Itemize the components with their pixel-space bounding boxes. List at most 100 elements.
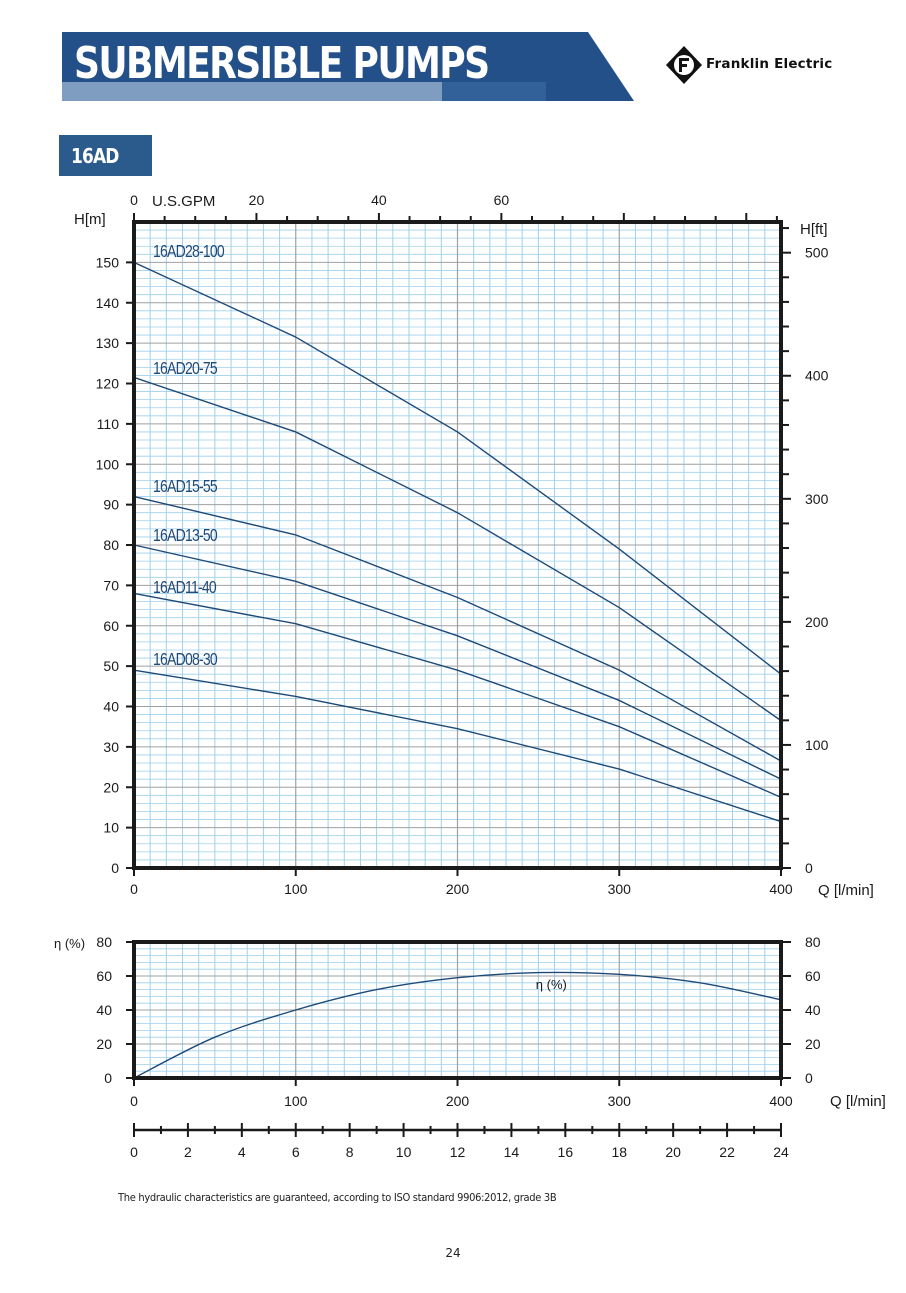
efficiency-curve [133,971,782,1079]
right-tick-label: 40 [805,1002,821,1018]
y-tick-label: 20 [96,1036,112,1052]
scale-tick-label: 10 [396,1144,412,1160]
scale-tick-label: 14 [504,1144,520,1160]
scale-tick-label: 8 [346,1144,354,1160]
efficiency-chart-ticks: 0 20 40 60 80 0 20 40 60 80 0 100 200 300 400 [96,934,820,1109]
brand-name: Franklin Electric [706,56,833,72]
header-band-light [62,82,442,101]
y-tick-label: 90 [103,497,119,513]
curve-16AD11-40 [133,592,782,798]
curve-label-16AD08-30: 16AD08-30 [153,649,218,669]
x-tick-label: 100 [284,1093,308,1109]
curve-16AD08-30 [133,669,782,823]
right-tick-label: 400 [805,368,829,384]
scale-tick-label: 6 [292,1144,300,1160]
head-chart-curves: 16AD28-100 16AD20-75 16AD15-55 16AD13-50 16A… [133,241,782,823]
x-tick-label: 300 [608,881,632,897]
secondary-flow-scale: 0 2 4 6 8 10 12 14 16 18 20 22 24 [130,1123,789,1160]
right-tick-label: 60 [805,968,821,984]
curve-label-16AD28-100: 16AD28-100 [153,241,225,261]
curve-label-16AD11-40: 16AD11-40 [153,577,217,597]
y-tick-label: 0 [104,1070,112,1086]
y-tick-label: 60 [96,968,112,984]
right-tick-label: 100 [805,737,829,753]
efficiency-chart-curve: η (%) [133,971,782,1079]
franklin-logo-icon [666,46,702,84]
scale-tick-label: 22 [719,1144,735,1160]
head-chart-frame [132,220,783,870]
right-tick-label: 500 [805,245,829,261]
head-chart-grid [134,222,781,868]
header-band-light-2 [442,82,546,101]
efficiency-y-axis-label: η (%) [54,936,85,951]
top-tick-label: 0 [130,192,138,208]
right-tick-label: 20 [805,1036,821,1052]
page-title: SUBMERSIBLE PUMPS [74,38,490,89]
y-tick-label: 140 [96,295,120,311]
footnote: The hydraulic characteristics are guaran… [118,1191,557,1204]
model-tab: 16AD [59,135,152,176]
efficiency-chart-grid [134,942,781,1078]
right-tick-label: 0 [805,1070,813,1086]
y-tick-label: 110 [97,416,120,432]
page-number: 24 [445,1246,461,1260]
header-band-shape [62,32,634,101]
x-tick-label: 200 [446,881,470,897]
y-tick-label: 20 [103,779,119,795]
right-tick-label: 0 [805,860,813,876]
curve-16AD28-100 [133,261,782,675]
x-tick-label: 300 [608,1093,632,1109]
scale-tick-label: 16 [558,1144,574,1160]
curve-label-16AD15-55: 16AD15-55 [153,476,218,496]
x-tick-label: 400 [769,881,793,897]
right-tick-label: 200 [805,614,829,630]
curve-label-16AD13-50: 16AD13-50 [153,525,218,545]
scale-tick-label: 12 [450,1144,466,1160]
x-tick-label: 0 [130,1093,138,1109]
scale-tick-label: 24 [773,1144,789,1160]
scale-tick-label: 2 [184,1144,192,1160]
right-tick-label: 80 [805,934,821,950]
y-tick-label: 70 [103,577,119,593]
y-tick-label: 40 [96,1002,112,1018]
efficiency-curve-label: η (%) [536,977,567,992]
header-band: SUBMERSIBLE PUMPS [0,0,906,120]
scale-tick-label: 0 [130,1144,138,1160]
y-tick-label: 80 [96,934,112,950]
top-tick-label: 20 [249,192,265,208]
scale-tick-label: 18 [611,1144,627,1160]
y-tick-label: 50 [103,658,119,674]
head-x-axis-label: Q [l/min] [818,882,874,899]
y-tick-label: 100 [96,456,120,472]
head-y-axis-label: H[m] [74,211,106,228]
head-y-axis-right-label: H[ft] [800,221,828,238]
efficiency-x-axis-label: Q [l/min] [830,1093,886,1110]
model-tab-label: 16AD [71,144,119,168]
brand-logo: Franklin Electric [664,44,864,86]
y-tick-label: 120 [96,376,120,392]
x-tick-label: 200 [446,1093,470,1109]
right-tick-label: 300 [805,491,829,507]
curve-label-16AD20-75: 16AD20-75 [153,358,218,378]
y-tick-label: 80 [103,537,119,553]
curve-16AD15-55 [133,495,782,762]
y-tick-label: 30 [103,739,119,755]
head-x-axis-top-label: U.S.GPM [152,193,215,210]
y-tick-label: 10 [103,820,119,836]
x-tick-label: 100 [284,881,308,897]
y-tick-label: 0 [111,860,119,876]
scale-tick-label: 4 [238,1144,246,1160]
y-tick-label: 130 [96,335,120,351]
curve-16AD20-75 [133,376,782,722]
x-tick-label: 400 [769,1093,793,1109]
top-tick-label: 60 [494,192,510,208]
top-tick-label: 40 [371,192,387,208]
y-tick-label: 150 [96,254,120,270]
curve-16AD13-50 [133,544,782,780]
y-tick-label: 40 [103,699,119,715]
x-tick-label: 0 [130,881,138,897]
y-tick-label: 60 [103,618,119,634]
scale-tick-label: 20 [665,1144,681,1160]
efficiency-chart-frame [132,940,783,1080]
